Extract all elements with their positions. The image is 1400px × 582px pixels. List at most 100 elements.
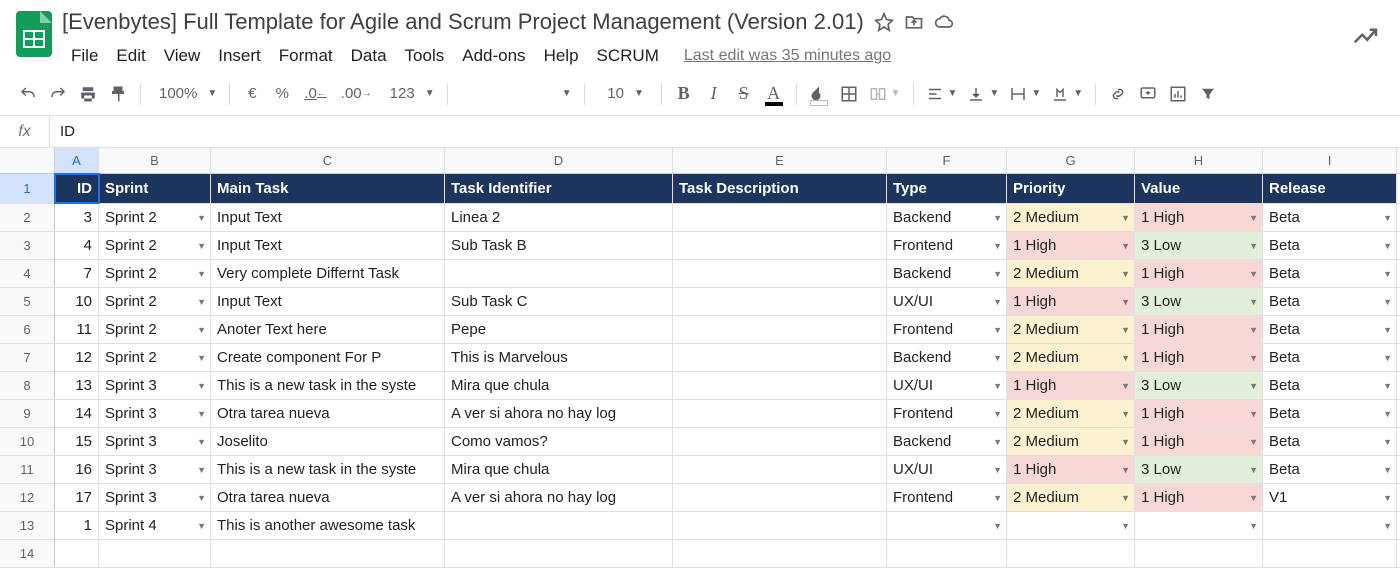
cell-dropdown-icon[interactable]: ▼ — [993, 409, 1002, 419]
column-header-H[interactable]: H — [1135, 148, 1263, 173]
cell[interactable] — [673, 400, 887, 427]
cell-dropdown-icon[interactable]: ▼ — [993, 493, 1002, 503]
cell[interactable]: Beta▼ — [1263, 428, 1397, 455]
cell[interactable]: Sprint 3▼ — [99, 400, 211, 427]
cell[interactable]: Joselito — [211, 428, 445, 455]
cell-dropdown-icon[interactable]: ▼ — [993, 353, 1002, 363]
italic-button[interactable]: I — [700, 79, 728, 109]
cell-dropdown-icon[interactable]: ▼ — [1121, 213, 1130, 223]
cell-dropdown-icon[interactable]: ▼ — [197, 493, 206, 503]
cell[interactable]: Sprint — [99, 174, 211, 203]
text-wrap-button[interactable]: ▼ — [1005, 79, 1045, 109]
insert-link-button[interactable] — [1104, 79, 1132, 109]
menu-view[interactable]: View — [155, 42, 210, 70]
select-all-corner[interactable] — [0, 148, 55, 173]
cell[interactable]: 2 Medium▼ — [1007, 316, 1135, 343]
cell[interactable]: 1 High▼ — [1007, 456, 1135, 483]
cell[interactable] — [673, 540, 887, 567]
cell[interactable]: Sprint 2▼ — [99, 232, 211, 259]
cell[interactable]: ▼ — [1007, 512, 1135, 539]
row-header[interactable]: 12 — [0, 484, 55, 511]
cell[interactable]: Beta▼ — [1263, 316, 1397, 343]
cell[interactable]: Create component For P — [211, 344, 445, 371]
bold-button[interactable]: B — [670, 79, 698, 109]
cell[interactable]: 1 High▼ — [1135, 344, 1263, 371]
column-header-F[interactable]: F — [887, 148, 1007, 173]
cell[interactable]: Main Task — [211, 174, 445, 203]
cell[interactable] — [673, 232, 887, 259]
cell-dropdown-icon[interactable]: ▼ — [1383, 409, 1392, 419]
cell[interactable] — [55, 540, 99, 567]
cell[interactable] — [445, 512, 673, 539]
cell-dropdown-icon[interactable]: ▼ — [1383, 381, 1392, 391]
cell-dropdown-icon[interactable]: ▼ — [197, 269, 206, 279]
doc-title[interactable]: [Evenbytes] Full Template for Agile and … — [62, 9, 864, 35]
cell[interactable]: 17 — [55, 484, 99, 511]
cell[interactable]: Sprint 3▼ — [99, 484, 211, 511]
cell[interactable]: 13 — [55, 372, 99, 399]
cell-dropdown-icon[interactable]: ▼ — [197, 409, 206, 419]
cell[interactable] — [673, 204, 887, 231]
row-header[interactable]: 1 — [0, 174, 55, 203]
cell[interactable]: 3 Low▼ — [1135, 288, 1263, 315]
menu-format[interactable]: Format — [270, 42, 342, 70]
insert-comment-button[interactable] — [1134, 79, 1162, 109]
cell[interactable]: Beta▼ — [1263, 400, 1397, 427]
font-size-dropdown[interactable]: 10▼ — [593, 79, 653, 109]
cell[interactable] — [673, 484, 887, 511]
cell-dropdown-icon[interactable]: ▼ — [1383, 353, 1392, 363]
row-header[interactable]: 8 — [0, 372, 55, 399]
cell-dropdown-icon[interactable]: ▼ — [1121, 381, 1130, 391]
cell-dropdown-icon[interactable]: ▼ — [1249, 409, 1258, 419]
cell[interactable] — [673, 512, 887, 539]
text-rotation-button[interactable]: ▼ — [1047, 79, 1087, 109]
cell[interactable]: Linea 2 — [445, 204, 673, 231]
move-icon[interactable] — [904, 12, 924, 32]
cell[interactable]: UX/UI▼ — [887, 288, 1007, 315]
fill-color-button[interactable] — [805, 79, 833, 109]
cell[interactable]: Frontend▼ — [887, 484, 1007, 511]
cell[interactable]: 1 High▼ — [1135, 484, 1263, 511]
cell[interactable]: Sprint 2▼ — [99, 344, 211, 371]
column-header-B[interactable]: B — [99, 148, 211, 173]
zoom-dropdown[interactable]: 100%▼ — [149, 79, 221, 109]
cell-dropdown-icon[interactable]: ▼ — [1121, 437, 1130, 447]
cell-dropdown-icon[interactable]: ▼ — [1383, 493, 1392, 503]
cell[interactable]: Release — [1263, 174, 1397, 203]
cell-dropdown-icon[interactable]: ▼ — [1249, 325, 1258, 335]
row-header[interactable]: 9 — [0, 400, 55, 427]
merge-cells-button[interactable]: ▼ — [865, 79, 905, 109]
cell[interactable]: Sub Task C — [445, 288, 673, 315]
cloud-status-icon[interactable] — [934, 12, 954, 32]
cell[interactable]: Input Text — [211, 288, 445, 315]
cell[interactable]: Sub Task B — [445, 232, 673, 259]
cell[interactable]: Sprint 2▼ — [99, 316, 211, 343]
cell-dropdown-icon[interactable]: ▼ — [197, 465, 206, 475]
cell[interactable]: 1 High▼ — [1135, 260, 1263, 287]
cell[interactable]: UX/UI▼ — [887, 372, 1007, 399]
cell[interactable]: Sprint 3▼ — [99, 428, 211, 455]
cell-dropdown-icon[interactable]: ▼ — [993, 213, 1002, 223]
cell-dropdown-icon[interactable]: ▼ — [1383, 269, 1392, 279]
cell-dropdown-icon[interactable]: ▼ — [197, 381, 206, 391]
font-dropdown[interactable]: ▼ — [456, 79, 576, 109]
cell[interactable]: 12 — [55, 344, 99, 371]
more-formats-dropdown[interactable]: 123▼ — [380, 79, 439, 109]
cell[interactable]: Backend▼ — [887, 344, 1007, 371]
cell-dropdown-icon[interactable]: ▼ — [1249, 213, 1258, 223]
cell[interactable]: 10 — [55, 288, 99, 315]
format-percent-button[interactable]: % — [268, 79, 296, 109]
cell[interactable] — [1135, 540, 1263, 567]
vertical-align-button[interactable]: ▼ — [963, 79, 1003, 109]
cell[interactable] — [673, 344, 887, 371]
column-header-G[interactable]: G — [1007, 148, 1135, 173]
cell[interactable]: 3 Low▼ — [1135, 232, 1263, 259]
cell[interactable]: Input Text — [211, 232, 445, 259]
cell[interactable]: 3 — [55, 204, 99, 231]
cell[interactable]: Sprint 2▼ — [99, 260, 211, 287]
cell-dropdown-icon[interactable]: ▼ — [1383, 213, 1392, 223]
cell[interactable] — [673, 428, 887, 455]
cell[interactable]: Como vamos? — [445, 428, 673, 455]
cell-dropdown-icon[interactable]: ▼ — [993, 521, 1002, 531]
cell-dropdown-icon[interactable]: ▼ — [1121, 353, 1130, 363]
